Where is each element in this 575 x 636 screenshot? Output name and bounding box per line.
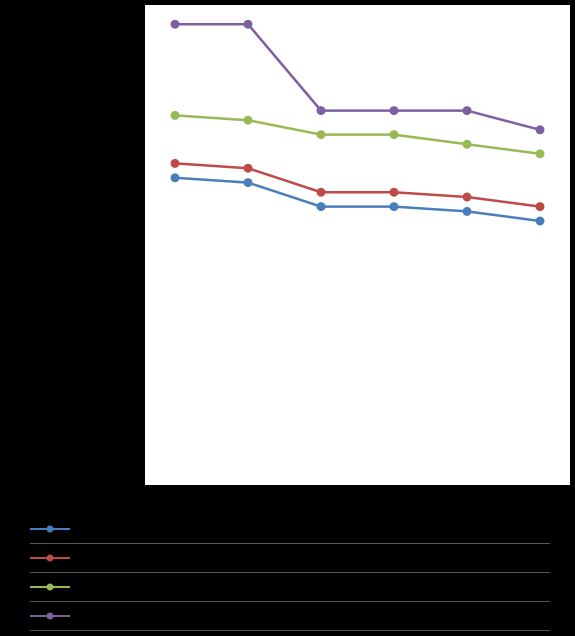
series-marker-series-d (390, 106, 399, 115)
series-marker-series-d (536, 125, 545, 134)
series-marker-series-b (463, 193, 472, 202)
legend-item-series-a (30, 515, 550, 544)
legend-swatch-series-d (30, 609, 70, 623)
series-marker-series-c (171, 111, 180, 120)
series-marker-series-b (536, 202, 545, 211)
series-marker-series-d (317, 106, 326, 115)
chart-canvas (0, 0, 575, 636)
series-marker-series-c (463, 140, 472, 149)
series-marker-series-c (536, 149, 545, 158)
series-marker-series-a (463, 207, 472, 216)
series-line-series-c (175, 115, 540, 153)
line-chart-svg (145, 5, 570, 485)
series-marker-series-a (536, 217, 545, 226)
series-line-series-d (175, 24, 540, 130)
series-marker-series-a (171, 173, 180, 182)
series-marker-series-c (390, 130, 399, 139)
series-marker-series-b (390, 188, 399, 197)
legend-swatch-series-c (30, 580, 70, 594)
legend-swatch-series-b (30, 551, 70, 565)
series-marker-series-c (244, 116, 253, 125)
series-marker-series-c (317, 130, 326, 139)
series-marker-series-a (244, 178, 253, 187)
series-marker-series-d (463, 106, 472, 115)
series-marker-series-b (317, 188, 326, 197)
legend-item-series-b (30, 544, 550, 573)
series-marker-series-b (171, 159, 180, 168)
series-line-series-b (175, 163, 540, 206)
legend (30, 515, 550, 631)
series-marker-series-b (244, 164, 253, 173)
legend-item-series-d (30, 602, 550, 631)
series-marker-series-a (317, 202, 326, 211)
plot-area (145, 5, 570, 485)
legend-swatch-series-a (30, 522, 70, 536)
series-marker-series-d (171, 20, 180, 29)
series-marker-series-a (390, 202, 399, 211)
series-marker-series-d (244, 20, 253, 29)
legend-item-series-c (30, 573, 550, 602)
